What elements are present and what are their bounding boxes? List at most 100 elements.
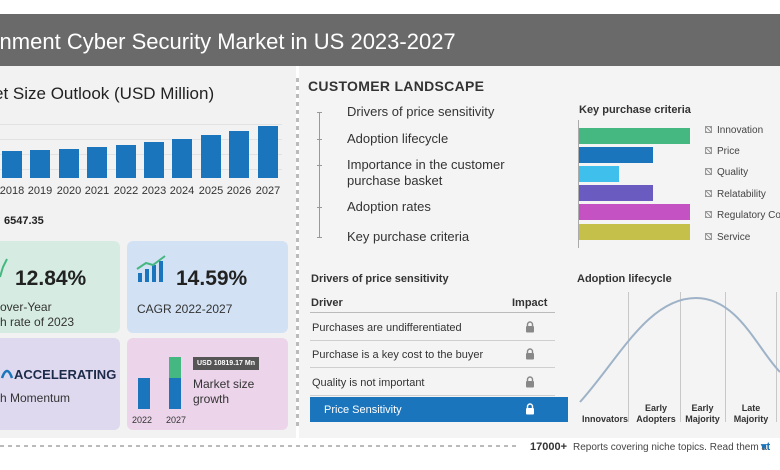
bar-2022 — [116, 145, 136, 178]
lock-icon — [526, 376, 534, 388]
kpc-axis — [578, 120, 579, 248]
bar-2027 — [258, 126, 278, 178]
kpc-legend-label: Price — [717, 146, 740, 157]
adoption-stage-early-adopters-line2: Adopters — [636, 414, 676, 424]
timeline-line — [319, 112, 320, 238]
legend-swatch-icon — [705, 147, 712, 154]
drivers-header-rule — [310, 312, 555, 313]
mini-year-start: 2022 — [132, 415, 153, 425]
customer-item-adoption-rates: Adoption rates — [347, 199, 431, 214]
mini-bar-2027 — [169, 378, 181, 409]
legend-swatch-icon — [705, 168, 712, 175]
tick-label-2027: 2027 — [255, 185, 281, 197]
adoption-stage-late-majority: Late Majority — [727, 403, 775, 425]
adoption-stage-innovators: Innovators — [580, 414, 630, 425]
footer — [0, 438, 780, 470]
market-growth-label-2: growth — [193, 392, 230, 406]
tick-label-2020: 2020 — [56, 185, 82, 197]
timeline-tick — [317, 112, 322, 113]
brand-logo[interactable]: ▾t — [761, 440, 770, 453]
adoption-stage-early-majority: Early Majority — [680, 403, 725, 425]
yoy-growth-label-1: over-Year — [0, 300, 52, 314]
timeline-tick — [317, 237, 322, 238]
adoption-stage-early-adopters: Early Adopters — [632, 403, 680, 425]
kpc-bar-regulatory-co — [579, 204, 690, 220]
customer-item-price-sensitivity: Drivers of price sensitivity — [347, 104, 495, 119]
market-growth-card — [127, 338, 288, 430]
logo-icon: ▾ — [761, 441, 767, 453]
kpc-bar-service — [579, 224, 690, 240]
adoption-stage-early-majority-line2: Majority — [685, 414, 720, 424]
kpc-legend-regulatory-co: Regulatory Co — [705, 210, 780, 221]
tick-label-2025: 2025 — [198, 185, 224, 197]
kpc-legend-label: Quality — [717, 167, 749, 178]
tick-label-2019: 2019 — [27, 185, 53, 197]
kpc-legend-label: Service — [717, 232, 751, 243]
bar-2026 — [229, 131, 249, 178]
cagr-label: CAGR 2022-2027 — [137, 302, 233, 316]
kpc-bar-innovation — [579, 128, 690, 144]
outlook-title: et Size Outlook (USD Million) — [0, 84, 215, 103]
tick-label-2021: 2021 — [84, 185, 110, 197]
kpc-legend-label: Regulatory Co — [717, 210, 780, 221]
adoption-curve — [579, 296, 780, 403]
chart-gridline — [0, 139, 282, 140]
yoy-growth-value: 12.84% — [15, 267, 87, 290]
adoption-divider — [628, 292, 629, 422]
timeline-tick — [317, 139, 322, 140]
legend-swatch-icon — [705, 211, 712, 218]
tick-label-2023: 2023 — [141, 185, 167, 197]
adoption-stage-early-adopters-line1: Early — [644, 403, 668, 413]
kpc-legend-relatability: Relatability — [705, 189, 766, 200]
yoy-growth-label-2: h rate of 2023 — [0, 315, 75, 329]
kpc-legend-innovation: Innovation — [705, 125, 763, 136]
kpc-legend-price: Price — [705, 146, 740, 157]
kpc-title: Key purchase criteria — [579, 104, 691, 116]
adoption-stage-innovators-line1: Innovators — [581, 414, 628, 424]
footer-text: Reports covering niche topics. Read them… — [573, 442, 770, 453]
customer-item-importance-line2: purchase basket — [347, 173, 443, 188]
timeline-tick — [317, 165, 322, 166]
timeline-tick — [317, 207, 322, 208]
panel-divider — [296, 78, 299, 428]
value-label-2018: 6547.35 — [4, 215, 44, 227]
mini-bar-2022 — [138, 378, 150, 409]
driver-row-label: Purchase is a key cost to the buyer — [312, 349, 484, 361]
kpc-legend-quality: Quality — [705, 167, 748, 178]
momentum-card: ACCELERATING h Momentum — [0, 338, 120, 430]
adoption-title: Adoption lifecycle — [577, 273, 672, 285]
customer-item-importance: Importance in the customer — [347, 157, 505, 172]
chart-gridline — [0, 154, 282, 155]
bar-2018 — [2, 151, 22, 178]
footer-rule — [0, 445, 520, 447]
bar-2020 — [59, 149, 79, 178]
drivers-row-highlight — [310, 397, 568, 422]
adoption-divider — [776, 292, 777, 422]
drivers-title: Drivers of price sensitivity — [311, 273, 449, 285]
momentum-value: ACCELERATING — [14, 367, 117, 382]
chart-up-icon — [0, 258, 8, 278]
bar-2023 — [144, 142, 164, 178]
bar-2019 — [30, 150, 50, 178]
kpc-legend-label: Innovation — [717, 125, 764, 136]
chart-gridline — [0, 169, 282, 170]
kpc-bar-quality — [579, 166, 619, 182]
driver-row-label: Price Sensitivity — [324, 404, 402, 416]
kpc-bar-relatability — [579, 185, 653, 201]
mini-growth-segment — [169, 357, 181, 378]
bar-2024 — [172, 139, 192, 178]
adoption-stage-late-majority-line2: Majority — [733, 414, 769, 424]
adoption-divider — [680, 292, 681, 422]
driver-row-label: Quality is not important — [312, 377, 425, 389]
customer-item-key-purchase-criteria: Key purchase criteria — [347, 229, 470, 244]
page-title: ernment Cyber Security Market in US 2023… — [0, 29, 456, 54]
kpc-legend-label: Relatability — [717, 189, 766, 200]
market-growth-tag: USD 10819.17 Mn — [193, 357, 259, 370]
bar-2025 — [201, 135, 221, 178]
driver-row-divider — [310, 340, 555, 341]
logo-text: t — [766, 441, 771, 453]
cagr-card: 14.59% CAGR 2022-2027 — [127, 241, 288, 333]
bar-2021 — [87, 147, 107, 178]
legend-swatch-icon — [705, 233, 712, 240]
title-bar — [0, 14, 780, 66]
